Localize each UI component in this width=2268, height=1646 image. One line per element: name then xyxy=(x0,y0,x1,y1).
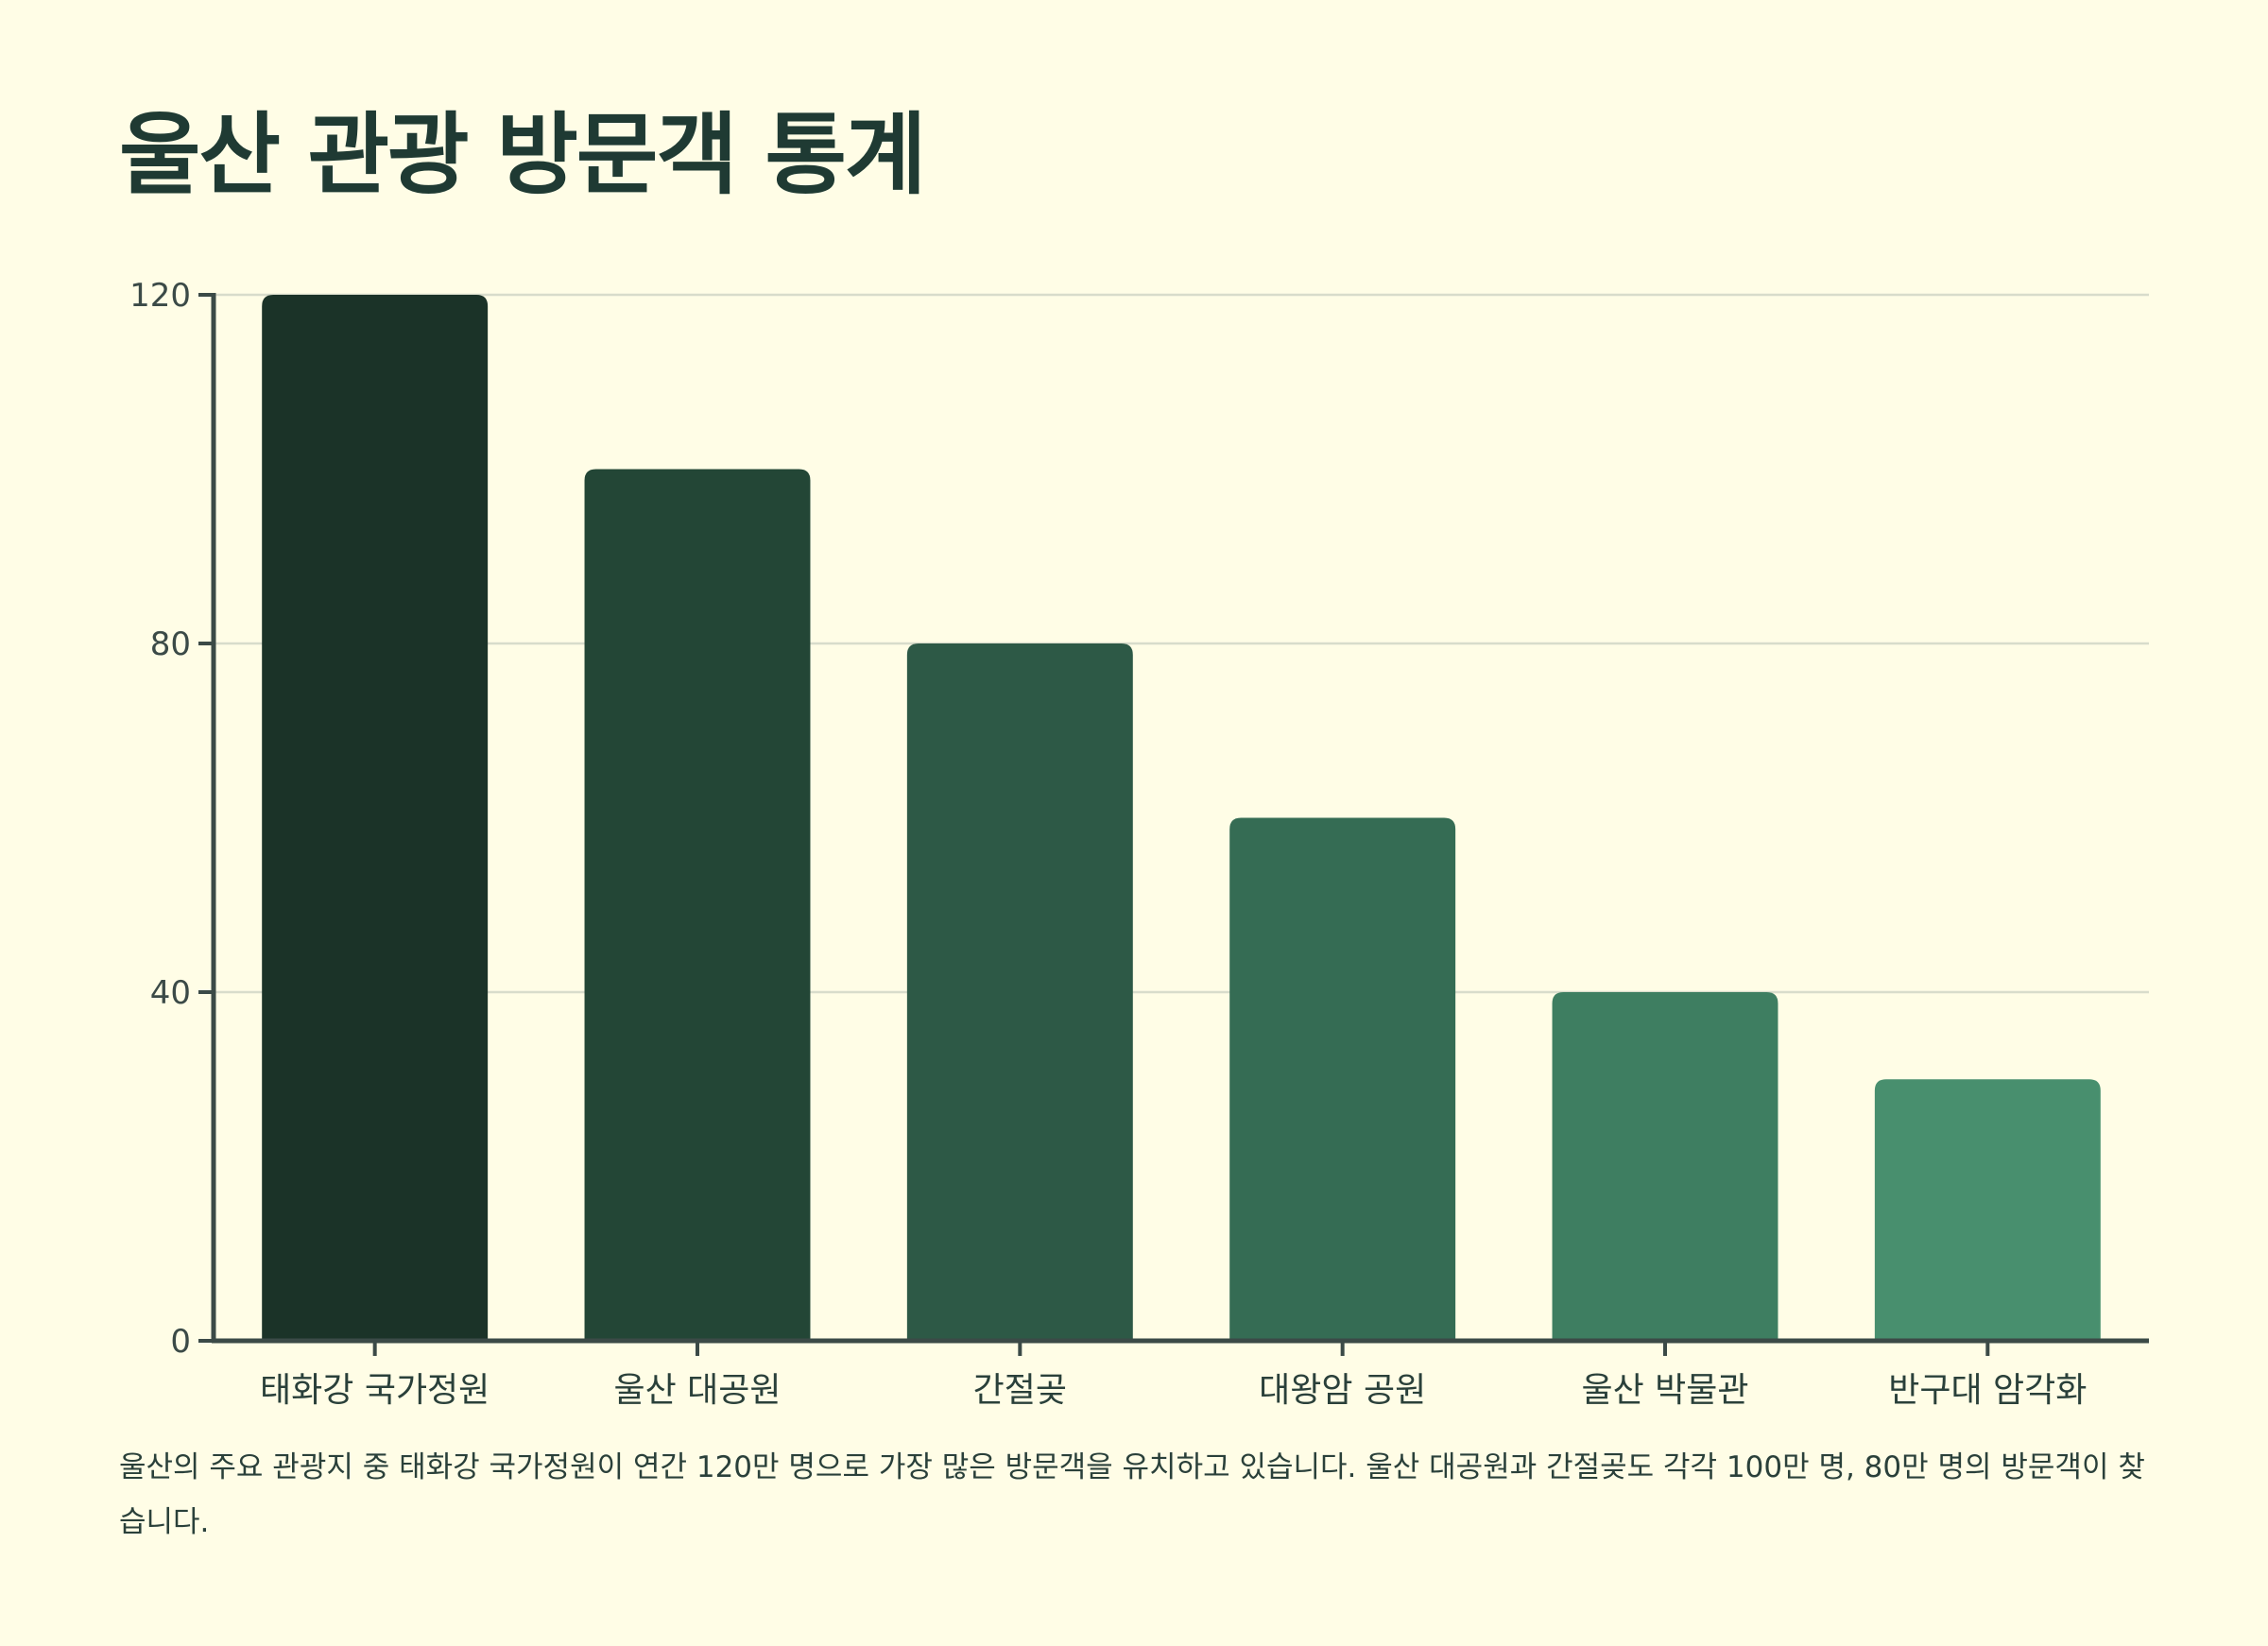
x-tick-label: 대왕암 공원 xyxy=(1259,1371,1426,1410)
bar-3 xyxy=(906,643,1133,1341)
grid-lines xyxy=(214,293,2149,994)
x-tick-labels: 태화강 국가정원 울산 대공원 간절곶 대왕암 공원 울산 박물관 반구대 암각화 xyxy=(260,1371,2087,1410)
y-tick-label: 40 xyxy=(150,974,191,1012)
x-tick-label: 울산 대공원 xyxy=(613,1371,781,1410)
bar-5 xyxy=(1552,992,1778,1341)
bar-1 xyxy=(262,295,489,1341)
x-tick-label: 태화강 국가정원 xyxy=(260,1371,490,1410)
y-tick-label: 120 xyxy=(129,277,191,315)
chart-caption: 울산의 주요 관광지 중 태화강 국가정원이 연간 120만 명으로 가장 많은… xyxy=(119,1450,2145,1539)
bars xyxy=(262,295,2101,1341)
y-tick-label: 80 xyxy=(150,626,191,663)
x-tick-label: 반구대 암각화 xyxy=(1888,1371,2087,1410)
bar-2 xyxy=(584,469,811,1341)
bar-6 xyxy=(1874,1079,2101,1341)
x-tick-label: 울산 박물관 xyxy=(1581,1371,1748,1410)
y-tick-label: 0 xyxy=(170,1323,191,1361)
x-tick-label: 간절곶 xyxy=(973,1371,1067,1410)
bar-4 xyxy=(1229,817,1456,1341)
y-tick-labels: 0 40 80 120 xyxy=(129,277,191,1361)
page-title: 울산 관광 방문객 통계 xyxy=(119,104,926,207)
axes xyxy=(198,293,2149,1356)
